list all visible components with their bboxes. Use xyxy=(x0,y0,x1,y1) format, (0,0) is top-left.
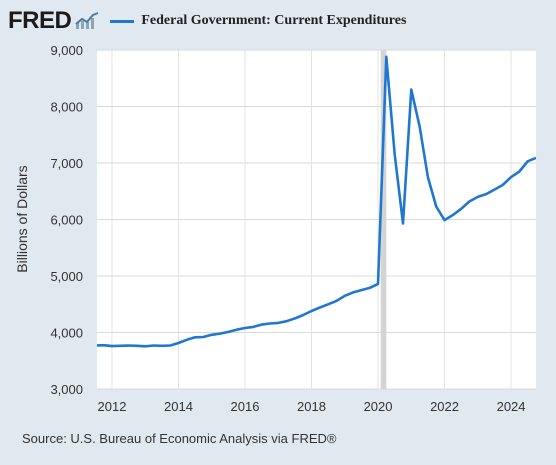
recession-shading xyxy=(380,50,387,389)
y-axis-ticks: 3,000 4,000 5,000 6,000 7,000 8,000 9,000 xyxy=(50,43,83,397)
x-tick-label: 2020 xyxy=(364,399,393,414)
y-tick-label: 3,000 xyxy=(50,382,83,397)
chart-header: FRED Federal Government: Current Expendi… xyxy=(8,6,406,36)
fred-logo[interactable]: FRED xyxy=(8,7,101,35)
series-line xyxy=(97,55,536,348)
legend-swatch xyxy=(110,19,135,23)
x-tick-label: 2018 xyxy=(297,399,326,414)
fred-graph-icon xyxy=(74,11,101,31)
y-tick-label: 5,000 xyxy=(50,269,83,284)
recession-bar xyxy=(380,50,387,389)
chart-legend: Federal Government: Current Expenditures xyxy=(110,13,406,29)
x-axis-ticks: 2012 2014 2016 2018 2020 2022 2024 xyxy=(98,399,526,414)
x-tick-label: 2022 xyxy=(430,399,459,414)
legend-series-label: Federal Government: Current Expenditures xyxy=(141,13,407,28)
chart-svg: 3,000 4,000 5,000 6,000 7,000 8,000 9,000 2012… xyxy=(50,43,536,414)
source-note: Source: U.S. Bureau of Economic Analysis… xyxy=(22,431,337,446)
y-tick-label: 4,000 xyxy=(50,326,83,341)
y-tick-label: 6,000 xyxy=(50,213,83,228)
y-tick-label: 7,000 xyxy=(50,156,83,171)
x-tick-label: 2024 xyxy=(497,399,526,414)
fred-logo-text: FRED xyxy=(8,7,72,34)
x-tick-label: 2014 xyxy=(164,399,193,414)
y-tick-label: 8,000 xyxy=(50,100,83,115)
y-tick-label: 9,000 xyxy=(50,43,83,58)
x-tick-label: 2012 xyxy=(98,399,127,414)
series-layer xyxy=(97,55,536,348)
x-tick-label: 2016 xyxy=(231,399,260,414)
